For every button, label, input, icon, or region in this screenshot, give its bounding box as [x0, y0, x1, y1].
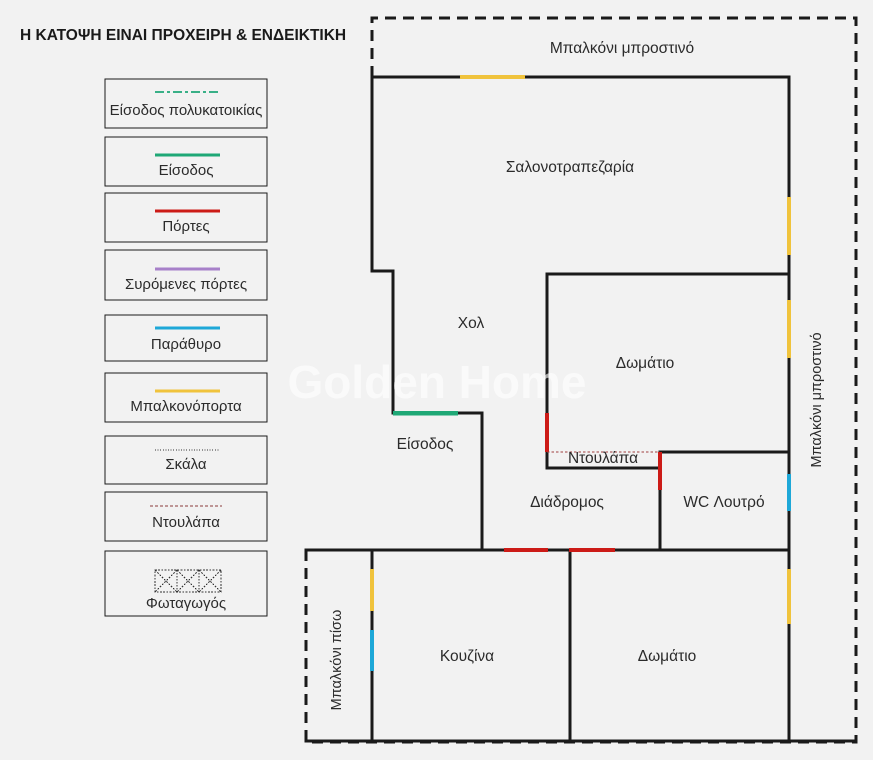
svg-text:Μπαλκόνι πίσω: Μπαλκόνι πίσω — [329, 610, 345, 711]
svg-text:Δωμάτιο: Δωμάτιο — [638, 648, 697, 665]
svg-text:Δωμάτιο: Δωμάτιο — [616, 355, 675, 372]
svg-text:Πόρτες: Πόρτες — [162, 218, 209, 235]
svg-text:Μπαλκόνι μπροστινό: Μπαλκόνι μπροστινό — [550, 40, 694, 57]
svg-text:Ντουλάπα: Ντουλάπα — [152, 514, 220, 531]
svg-text:Φωταγωγός: Φωταγωγός — [146, 595, 226, 612]
svg-text:Παράθυρο: Παράθυρο — [151, 336, 221, 353]
svg-text:WC Λουτρό: WC Λουτρό — [683, 494, 764, 511]
svg-text:Golden Home: Golden Home — [287, 356, 586, 408]
svg-text:Μπαλκονόπορτα: Μπαλκονόπορτα — [130, 398, 242, 415]
svg-text:Μπαλκόνι μπροστινό: Μπαλκόνι μπροστινό — [809, 332, 825, 467]
svg-text:Συρόμενες πόρτες: Συρόμενες πόρτες — [125, 276, 247, 293]
svg-text:Χολ: Χολ — [458, 315, 485, 332]
svg-text:Σκάλα: Σκάλα — [165, 456, 207, 473]
svg-text:Ντουλάπα: Ντουλάπα — [568, 450, 638, 467]
svg-text:Είσοδος: Είσοδος — [397, 436, 454, 453]
svg-text:Είσοδος: Είσοδος — [159, 162, 214, 179]
svg-text:Διάδρομος: Διάδρομος — [530, 494, 604, 511]
svg-text:Σαλονοτραπεζαρία: Σαλονοτραπεζαρία — [506, 159, 634, 176]
svg-text:Κουζίνα: Κουζίνα — [440, 648, 494, 665]
svg-text:Είσοδος πολυκατοικίας: Είσοδος πολυκατοικίας — [110, 102, 263, 119]
